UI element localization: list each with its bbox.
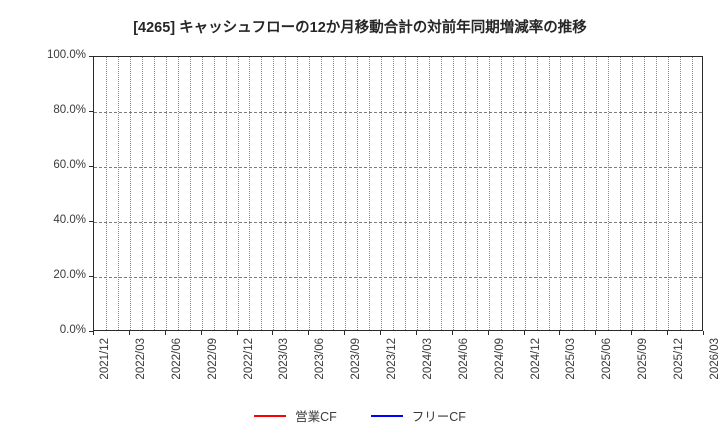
y-axis-tick-mark	[89, 221, 93, 222]
x-axis-tick-mark	[344, 331, 346, 335]
legend-item[interactable]: 営業CF	[254, 406, 337, 425]
x-axis-tick-mark	[523, 331, 525, 335]
x-axis-tick-label: 2025/06	[601, 338, 614, 380]
x-axis-tick-mark	[487, 331, 489, 335]
x-axis-tick-mark	[200, 331, 202, 335]
x-axis-tick-label: 2022/03	[134, 338, 147, 380]
x-axis-tick-mark	[559, 331, 561, 335]
y-axis-tick-mark	[89, 111, 93, 112]
x-axis-tick-label: 2024/06	[457, 338, 470, 380]
x-axis-tick-mark	[451, 331, 453, 335]
legend-label: フリーCF	[411, 410, 466, 424]
x-axis-tick-label: 2025/09	[637, 338, 650, 380]
y-axis-tick-label: 20.0%	[53, 269, 86, 281]
x-axis-tick-label: 2021/12	[99, 338, 111, 380]
y-axis-labels: 0.0% 20.0% 40.0% 60.0% 80.0% 100.0%	[0, 0, 88, 440]
x-axis-tick-label: 2026/03	[709, 338, 720, 380]
x-axis-tick-mark	[380, 331, 382, 335]
y-axis-tick-label: 100.0%	[46, 49, 86, 61]
y-axis-tick-label: 0.0%	[59, 324, 86, 336]
x-axis-tick-label: 2025/03	[565, 338, 578, 380]
legend-label: 営業CF	[295, 410, 337, 424]
x-axis-tick-mark	[164, 331, 166, 335]
x-axis-tick-mark	[128, 331, 130, 335]
y-axis-tick-mark	[89, 276, 93, 277]
x-axis-tick-label: 2022/12	[242, 338, 255, 380]
y-axis-tick-mark	[89, 166, 93, 167]
y-axis-tick-mark	[89, 331, 93, 332]
x-axis-tick-mark	[703, 331, 704, 335]
x-axis-tick-label: 2023/09	[350, 338, 363, 380]
x-axis-tick-mark	[308, 331, 310, 335]
x-axis-tick-mark	[415, 331, 417, 335]
x-axis-tick-mark	[93, 331, 94, 335]
y-axis-tick-label: 60.0%	[53, 159, 86, 171]
x-axis-tick-label: 2023/06	[314, 338, 327, 380]
x-axis-tick-label: 2024/09	[493, 338, 506, 380]
x-axis-tick-mark	[272, 331, 274, 335]
x-axis-tick-mark	[595, 331, 597, 335]
x-axis-tick-label: 2022/09	[206, 338, 219, 380]
legend-line-swatch	[254, 414, 287, 417]
x-axis-tick-label: 2024/03	[421, 338, 434, 380]
y-axis-tick-mark	[89, 56, 93, 57]
chart-legend: 営業CF フリーCF	[0, 406, 720, 425]
chart-title: [4265] キャッシュフローの12か月移動合計の対前年同期増減率の推移	[133, 20, 587, 36]
x-axis-tick-mark	[631, 331, 633, 335]
x-axis-tick-label: 2024/12	[529, 338, 542, 380]
x-axis-tick-mark	[236, 331, 238, 335]
x-axis-tick-label: 2022/06	[170, 338, 183, 380]
x-axis-tick-label: 2023/12	[386, 338, 399, 380]
x-axis-tick-label: 2025/12	[673, 338, 686, 380]
legend-line-swatch	[370, 414, 403, 417]
legend-item[interactable]: フリーCF	[370, 406, 466, 425]
y-axis-tick-label: 40.0%	[53, 214, 86, 226]
y-axis-tick-label: 80.0%	[53, 104, 86, 116]
x-axis-tick-label: 2023/03	[278, 338, 291, 380]
x-axis-tick-mark	[667, 331, 669, 335]
